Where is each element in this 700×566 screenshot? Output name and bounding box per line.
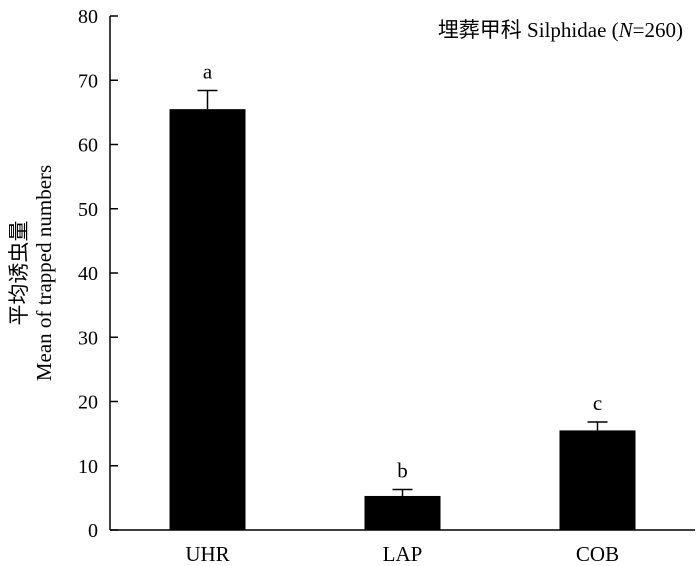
y-tick-label-5: 50 xyxy=(78,199,98,221)
x-tick-label-lap: LAP xyxy=(383,542,423,566)
y-ticks: 0 10 20 30 40 50 60 70 80 xyxy=(78,6,118,542)
y-axis-label: 平均诱虫量 Mean of trapped numbers xyxy=(7,165,56,381)
y-axis-label-en: Mean of trapped numbers xyxy=(32,165,56,381)
chart-title-n-value: =260) xyxy=(633,18,683,42)
bar-uhr xyxy=(169,109,246,530)
chart-title-n-prefix: ( xyxy=(612,18,619,42)
chart-title: 埋葬甲科 Silphidae (N=260) xyxy=(438,18,683,42)
y-tick-label-7: 70 xyxy=(78,70,98,92)
x-tick-label-uhr: UHR xyxy=(185,542,229,566)
bar-lap xyxy=(364,495,441,530)
significance-label-cob: c xyxy=(593,391,602,415)
significance-label-uhr: a xyxy=(203,60,213,84)
bars xyxy=(169,109,636,530)
y-tick-label-2: 20 xyxy=(78,392,98,414)
bar-cob xyxy=(559,430,636,530)
y-tick-label-3: 30 xyxy=(78,327,98,349)
y-tick-label-8: 80 xyxy=(78,6,98,28)
chart-title-main: 埋葬甲科 Silphidae xyxy=(438,18,607,42)
significance-labels: a b c xyxy=(203,60,602,483)
x-tick-label-cob: COB xyxy=(576,542,619,566)
significance-label-lap: b xyxy=(397,459,408,483)
y-tick-label-4: 40 xyxy=(78,263,98,285)
y-tick-label-6: 60 xyxy=(78,135,98,157)
y-tick-label-0: 0 xyxy=(88,520,98,542)
y-tick-label-1: 10 xyxy=(78,456,98,478)
chart-title-n-symbol: N xyxy=(618,18,634,42)
y-axis-label-cn: 平均诱虫量 xyxy=(7,221,31,326)
x-tick-labels: UHR LAP COB xyxy=(185,542,619,566)
error-bars xyxy=(197,89,608,496)
